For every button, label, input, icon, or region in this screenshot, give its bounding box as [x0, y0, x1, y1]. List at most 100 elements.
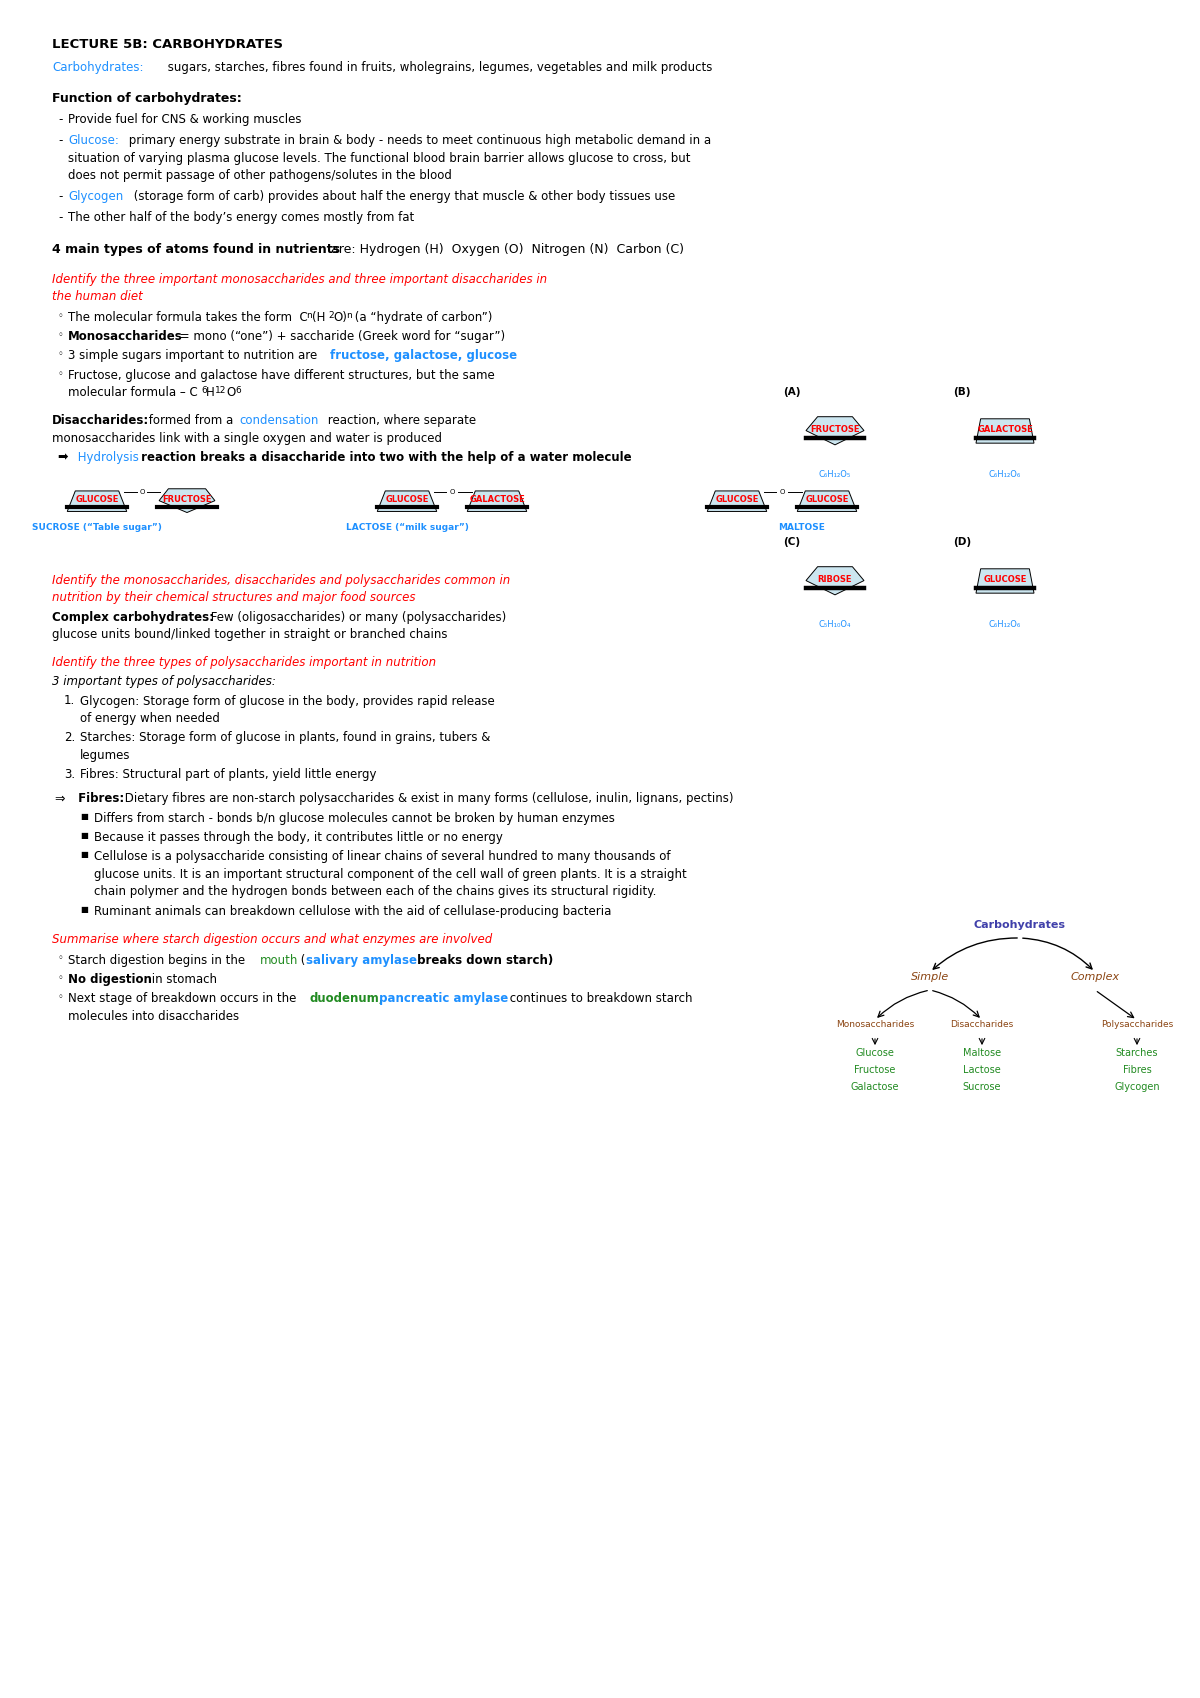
Text: Monosaccharides: Monosaccharides	[836, 1020, 914, 1029]
Text: Identify the three important monosaccharides and three important disaccharides i: Identify the three important monosacchar…	[52, 272, 547, 285]
Polygon shape	[976, 569, 1034, 593]
Text: Carbohydrates:: Carbohydrates:	[52, 61, 144, 73]
Text: does not permit passage of other pathogens/solutes in the blood: does not permit passage of other pathoge…	[68, 170, 452, 182]
Text: Glycogen: Storage form of glucose in the body, provides rapid release: Glycogen: Storage form of glucose in the…	[80, 694, 494, 708]
Text: ◦: ◦	[58, 954, 64, 963]
Text: reaction, where separate: reaction, where separate	[324, 414, 476, 428]
Text: Carbohydrates: Carbohydrates	[974, 920, 1066, 931]
Text: O: O	[779, 489, 785, 496]
Text: sugars, starches, fibres found in fruits, wholegrains, legumes, vegetables and m: sugars, starches, fibres found in fruits…	[164, 61, 713, 73]
Text: LECTURE 5B: CARBOHYDRATES: LECTURE 5B: CARBOHYDRATES	[52, 37, 283, 51]
Text: molecular formula – C: molecular formula – C	[68, 385, 198, 399]
Text: ■: ■	[80, 905, 88, 914]
Text: nutrition by their chemical structures and major food sources: nutrition by their chemical structures a…	[52, 591, 415, 604]
Text: continues to breakdown starch: continues to breakdown starch	[506, 992, 692, 1005]
Polygon shape	[67, 491, 127, 511]
Polygon shape	[976, 419, 1034, 443]
Text: C₆H₁₂O₆: C₆H₁₂O₆	[989, 620, 1021, 628]
Text: Glucose:: Glucose:	[68, 134, 119, 148]
Text: formed from a: formed from a	[145, 414, 238, 428]
Text: FRUCTOSE: FRUCTOSE	[810, 424, 859, 433]
Text: LACTOSE (“milk sugar”): LACTOSE (“milk sugar”)	[346, 523, 468, 531]
Text: Maltose: Maltose	[962, 1048, 1001, 1058]
Text: Complex carbohydrates:: Complex carbohydrates:	[52, 611, 214, 623]
Text: ◦: ◦	[58, 992, 64, 1002]
Text: SUCROSE (“Table sugar”): SUCROSE (“Table sugar”)	[32, 523, 162, 531]
Text: Fructose: Fructose	[854, 1065, 895, 1075]
Text: (storage form of carb) provides about half the energy that muscle & other body t: (storage form of carb) provides about ha…	[130, 190, 676, 204]
Text: Polysaccharides: Polysaccharides	[1100, 1020, 1174, 1029]
Text: C₆H₁₂O₅: C₆H₁₂O₅	[818, 470, 851, 479]
Polygon shape	[806, 567, 864, 594]
Text: GLUCOSE: GLUCOSE	[385, 496, 428, 504]
Text: Summarise where starch digestion occurs and what enzymes are involved: Summarise where starch digestion occurs …	[52, 932, 492, 946]
Text: Lactose: Lactose	[964, 1065, 1001, 1075]
Polygon shape	[707, 491, 767, 511]
Text: O: O	[449, 489, 455, 496]
Text: (D): (D)	[953, 537, 971, 547]
Text: are: Hydrogen (H)  Oxygen (O)  Nitrogen (N)  Carbon (C): are: Hydrogen (H) Oxygen (O) Nitrogen (N…	[326, 243, 684, 256]
Text: O: O	[139, 489, 145, 496]
Text: Fibres: Structural part of plants, yield little energy: Fibres: Structural part of plants, yield…	[80, 767, 377, 781]
Text: Glycogen: Glycogen	[68, 190, 124, 204]
Text: The other half of the body’s energy comes mostly from fat: The other half of the body’s energy come…	[68, 211, 414, 224]
Text: Fructose, glucose and galactose have different structures, but the same: Fructose, glucose and galactose have dif…	[68, 368, 494, 382]
Text: Galactose: Galactose	[851, 1082, 899, 1092]
Text: 4 main types of atoms found in nutrients: 4 main types of atoms found in nutrients	[52, 243, 340, 256]
Text: GALACTOSE: GALACTOSE	[469, 496, 524, 504]
Text: = mono (“one”) + saccharide (Greek word for “sugar”): = mono (“one”) + saccharide (Greek word …	[176, 329, 505, 343]
Text: Few (oligosaccharides) or many (polysaccharides): Few (oligosaccharides) or many (polysacc…	[208, 611, 506, 623]
Text: Hydrolysis: Hydrolysis	[74, 452, 139, 464]
Text: Identify the three types of polysaccharides important in nutrition: Identify the three types of polysacchari…	[52, 655, 436, 669]
Text: glucose units. It is an important structural component of the cell wall of green: glucose units. It is an important struct…	[94, 868, 686, 881]
Text: (A): (A)	[784, 387, 800, 397]
Polygon shape	[806, 416, 864, 445]
Text: C₆H₁₂O₆: C₆H₁₂O₆	[989, 470, 1021, 479]
Text: Starch digestion begins in the: Starch digestion begins in the	[68, 954, 248, 966]
Text: Complex: Complex	[1070, 971, 1120, 981]
Text: Starches: Starches	[1116, 1048, 1158, 1058]
Text: n: n	[346, 311, 352, 319]
Text: (a “hydrate of carbon”): (a “hydrate of carbon”)	[352, 311, 492, 324]
Text: ■: ■	[80, 812, 88, 820]
Text: 6: 6	[202, 385, 206, 396]
Text: Glycogen: Glycogen	[1114, 1082, 1160, 1092]
Polygon shape	[467, 491, 527, 511]
Text: ◦: ◦	[58, 329, 64, 340]
Text: ■: ■	[80, 851, 88, 859]
Text: Identify the monosaccharides, disaccharides and polysaccharides common in: Identify the monosaccharides, disacchari…	[52, 574, 510, 588]
Text: Differs from starch - bonds b/n glucose molecules cannot be broken by human enzy: Differs from starch - bonds b/n glucose …	[94, 812, 614, 825]
Text: Fibres: Fibres	[1123, 1065, 1151, 1075]
Text: GLUCOSE: GLUCOSE	[805, 496, 848, 504]
Text: duodenum,: duodenum,	[310, 992, 384, 1005]
Polygon shape	[797, 491, 857, 511]
Text: No digestion: No digestion	[68, 973, 152, 987]
Text: 2.: 2.	[64, 732, 76, 744]
Text: monosaccharides link with a single oxygen and water is produced: monosaccharides link with a single oxyge…	[52, 431, 442, 445]
Text: GLUCOSE: GLUCOSE	[715, 496, 758, 504]
Text: (C): (C)	[784, 537, 800, 547]
Text: reaction breaks a disaccharide into two with the help of a water molecule: reaction breaks a disaccharide into two …	[137, 452, 631, 464]
Text: Simple: Simple	[911, 971, 949, 981]
Text: 12: 12	[215, 385, 227, 396]
Polygon shape	[160, 489, 215, 513]
Text: Next stage of breakdown occurs in the: Next stage of breakdown occurs in the	[68, 992, 300, 1005]
Text: Provide fuel for CNS & working muscles: Provide fuel for CNS & working muscles	[68, 114, 301, 126]
Text: -: -	[58, 211, 62, 224]
Text: (H: (H	[312, 311, 325, 324]
Text: GLUCOSE: GLUCOSE	[983, 576, 1027, 584]
Text: of energy when needed: of energy when needed	[80, 711, 220, 725]
Text: O): O)	[334, 311, 347, 324]
Text: Dietary fibres are non-starch polysaccharides & exist in many forms (cellulose, : Dietary fibres are non-starch polysaccha…	[121, 793, 733, 805]
Text: ◦: ◦	[58, 368, 64, 379]
Text: -: -	[58, 134, 62, 148]
Text: chain polymer and the hydrogen bonds between each of the chains gives its struct: chain polymer and the hydrogen bonds bet…	[94, 885, 656, 898]
Text: Disaccharides:: Disaccharides:	[52, 414, 149, 428]
Text: Function of carbohydrates:: Function of carbohydrates:	[52, 92, 241, 105]
Text: Ruminant animals can breakdown cellulose with the aid of cellulase-producing bac: Ruminant animals can breakdown cellulose…	[94, 905, 611, 917]
Text: pancreatic amylase: pancreatic amylase	[374, 992, 509, 1005]
Text: situation of varying plasma glucose levels. The functional blood brain barrier a: situation of varying plasma glucose leve…	[68, 151, 690, 165]
Text: -: -	[58, 114, 62, 126]
Text: Disaccharides: Disaccharides	[950, 1020, 1014, 1029]
Text: primary energy substrate in brain & body - needs to meet continuous high metabol: primary energy substrate in brain & body…	[125, 134, 712, 148]
